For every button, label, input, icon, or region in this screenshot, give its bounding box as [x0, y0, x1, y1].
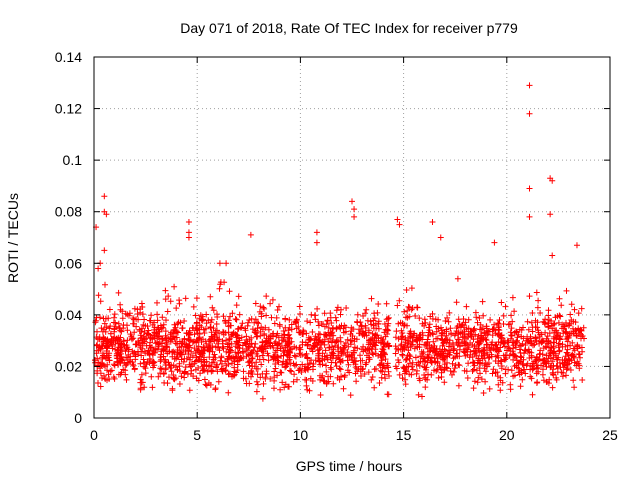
- data-point: [247, 231, 254, 238]
- data-point: [101, 193, 108, 200]
- plot-frame: [93, 56, 611, 419]
- y-tick-label: 0.14: [55, 49, 82, 65]
- y-tick-label: 0.06: [55, 255, 82, 271]
- data-points-layer: [92, 82, 587, 402]
- data-point: [573, 242, 580, 249]
- data-point: [351, 206, 358, 213]
- data-point: [95, 265, 102, 272]
- y-tick-label: 0.12: [55, 101, 82, 117]
- chart-title: Day 071 of 2018, Rate Of TEC Index for r…: [180, 20, 518, 36]
- data-point: [185, 219, 192, 226]
- data-point: [185, 229, 192, 236]
- data-point: [526, 82, 533, 89]
- data-point: [437, 234, 444, 241]
- data-point: [429, 219, 436, 226]
- data-point: [101, 247, 108, 254]
- data-point: [396, 221, 403, 228]
- y-tick-label: 0.02: [55, 358, 82, 374]
- data-point: [313, 239, 320, 246]
- x-tick-label: 15: [396, 427, 412, 443]
- data-point: [216, 260, 223, 267]
- data-point: [351, 213, 358, 220]
- y-tick-label: 0: [74, 410, 82, 426]
- data-point: [549, 252, 556, 259]
- data-point: [223, 260, 230, 267]
- x-tick-label: 20: [499, 427, 515, 443]
- data-point-band: [92, 275, 587, 402]
- y-axis-label: ROTI / TECUs: [5, 193, 21, 283]
- y-tick-label: 0.1: [63, 152, 83, 168]
- data-point: [526, 213, 533, 220]
- axis-layer: 0 5 10 15 20 25 0 0.02 0.04 0.06 0.08 0.1 0.12 0.14: [55, 49, 618, 443]
- data-point: [394, 216, 401, 223]
- x-tick-label: 10: [293, 427, 309, 443]
- data-point: [547, 211, 554, 218]
- data-point: [185, 234, 192, 241]
- data-point: [313, 229, 320, 236]
- data-point: [526, 110, 533, 117]
- data-point: [491, 239, 498, 246]
- x-tick-label: 5: [193, 427, 201, 443]
- y-tick-label: 0.08: [55, 204, 82, 220]
- x-tick-label: 25: [602, 427, 618, 443]
- x-axis-label: GPS time / hours: [296, 458, 403, 474]
- data-point: [549, 177, 556, 184]
- y-tick-label: 0.04: [55, 307, 82, 323]
- data-point: [103, 211, 110, 218]
- data-point: [526, 185, 533, 192]
- data-point: [349, 198, 355, 205]
- x-tick-label: 0: [90, 427, 98, 443]
